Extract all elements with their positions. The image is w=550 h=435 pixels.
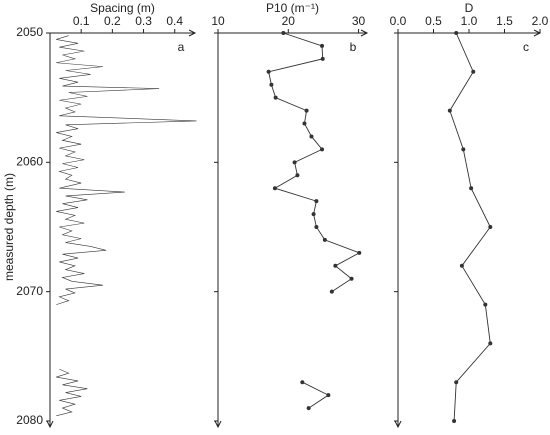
data-point [483, 302, 488, 307]
data-point [309, 134, 314, 139]
data-point [471, 69, 476, 74]
panel-label: b [350, 40, 357, 54]
data-point [454, 380, 459, 385]
x-tick-label: 2.0 [532, 14, 549, 28]
x-tick-label: 10 [211, 14, 225, 28]
x-tick-label: 0.2 [104, 14, 121, 28]
data-line [449, 32, 491, 422]
x-axis-title: Spacing (m) [90, 1, 155, 15]
data-point [300, 380, 305, 385]
x-axis-title: P10 (m⁻¹) [266, 1, 319, 15]
data-point [320, 56, 325, 61]
data-point [349, 276, 354, 281]
data-point [329, 289, 334, 294]
x-axis-arrow [360, 29, 369, 37]
x-tick-label: 1.5 [496, 14, 513, 28]
data-point [292, 160, 297, 165]
x-tick-label: 0.1 [73, 14, 90, 28]
data-line [56, 35, 197, 417]
data-point [304, 108, 309, 113]
data-point [333, 263, 338, 268]
data-point [269, 82, 274, 87]
x-tick-label: 1.0 [461, 14, 478, 28]
y-axis-arrow [214, 420, 222, 429]
x-tick-label: 0.5 [425, 14, 442, 28]
data-point [302, 121, 307, 126]
data-point [459, 263, 464, 268]
x-tick-label: 20 [282, 14, 296, 28]
y-tick-label: 2050 [16, 25, 43, 39]
data-point [295, 173, 300, 178]
y-tick-label: 2080 [16, 413, 43, 427]
data-point [311, 212, 316, 217]
data-point [326, 393, 331, 398]
data-point [488, 225, 493, 229]
data-point [357, 250, 362, 255]
y-axis-arrow [394, 420, 402, 429]
data-point [266, 69, 271, 74]
data-point [461, 147, 466, 152]
data-point [272, 186, 277, 191]
y-tick-label: 2060 [16, 155, 43, 169]
data-point [454, 31, 459, 35]
y-axis-title: measured depth (m) [2, 173, 16, 281]
data-point [281, 31, 286, 35]
x-tick-label: 30 [352, 14, 366, 28]
data-point [314, 199, 319, 204]
panel-label: c [523, 40, 529, 54]
x-axis-title: D [465, 1, 474, 15]
x-axis-arrow [188, 29, 197, 37]
x-tick-label: 0.0 [390, 14, 407, 28]
data-point [447, 108, 452, 113]
x-tick-label: 0.3 [135, 14, 152, 28]
data-point [452, 419, 457, 423]
y-axis-arrow [46, 420, 54, 429]
data-point [320, 43, 325, 48]
data-line [268, 32, 361, 409]
data-point [320, 147, 325, 152]
data-point [322, 237, 327, 242]
data-point [306, 406, 311, 411]
data-point [273, 95, 278, 100]
x-tick-label: 0.4 [166, 14, 183, 28]
data-point [488, 341, 493, 346]
y-tick-label: 2070 [16, 284, 43, 298]
data-point [469, 186, 474, 191]
data-point [314, 225, 319, 229]
panel-label: a [178, 40, 185, 54]
